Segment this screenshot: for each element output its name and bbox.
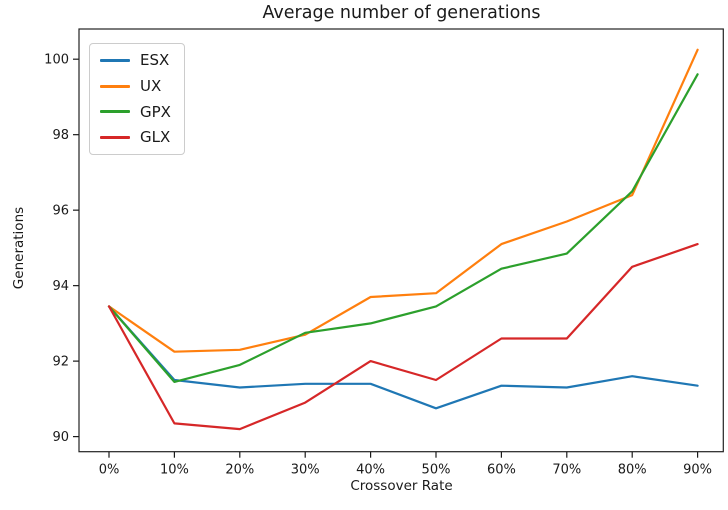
y-tick-label: 96 xyxy=(52,204,69,219)
legend-item-GLX: GLX xyxy=(100,128,171,147)
x-tick-label: 70% xyxy=(552,463,581,478)
axes-spines xyxy=(78,28,724,453)
x-axis-label: Crossover Rate xyxy=(350,478,453,494)
chart-title: Average number of generations xyxy=(262,3,541,23)
legend-line-swatch-ESX xyxy=(100,58,130,62)
y-tick-label: 98 xyxy=(52,128,69,143)
legend-label: GLX xyxy=(140,128,171,147)
series-line-ESX xyxy=(107,305,699,410)
series-line-UX xyxy=(107,48,699,353)
legend-line-swatch-GLX xyxy=(100,136,130,140)
x-tick-label: 30% xyxy=(291,463,320,478)
y-tick-label: 94 xyxy=(52,279,69,294)
series-line-GPX xyxy=(107,73,699,383)
legend-item-GPX: GPX xyxy=(100,103,171,122)
x-tick-label: 20% xyxy=(225,463,254,478)
x-tick-label: 10% xyxy=(160,463,189,478)
x-tick-label: 90% xyxy=(683,463,712,478)
legend-label: GPX xyxy=(140,102,171,121)
y-tick-label: 90 xyxy=(52,430,69,445)
x-tick-label: 80% xyxy=(618,463,647,478)
y-tick-label: 92 xyxy=(52,355,69,370)
legend-item-UX: UX xyxy=(100,77,171,96)
legend-line-swatch-UX xyxy=(100,84,130,88)
y-tick-label: 100 xyxy=(44,53,69,68)
legend-label: ESX xyxy=(140,51,170,69)
x-tick-label: 0% xyxy=(99,463,120,478)
legend-line-swatch-GPX xyxy=(100,110,130,114)
x-tick-label: 50% xyxy=(422,463,451,478)
legend-label: UX xyxy=(140,76,162,95)
legend: ESX UX GPX GLX xyxy=(89,43,185,155)
x-tick-label: 40% xyxy=(356,463,385,478)
x-tick-label: 60% xyxy=(487,463,516,478)
series-line-GLX xyxy=(107,243,699,431)
legend-item-ESX: ESX xyxy=(100,51,171,70)
y-axis-label: Generations xyxy=(11,206,27,290)
